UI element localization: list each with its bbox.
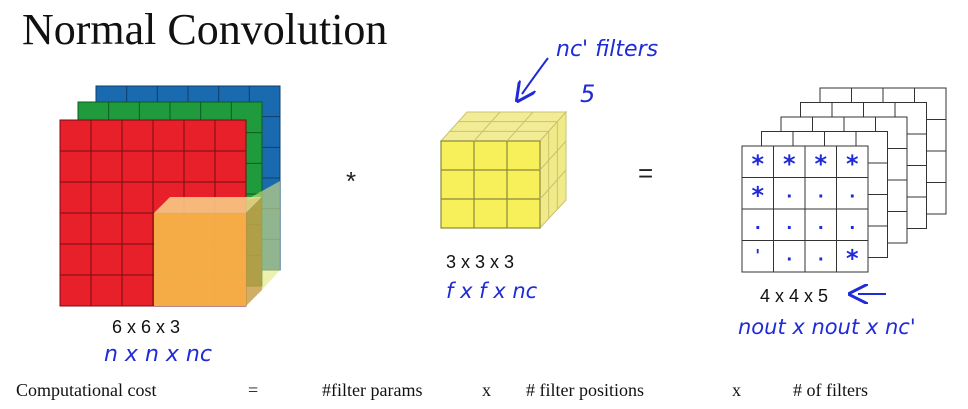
cost-equals: = [248, 380, 258, 400]
filter-dimensions-annotation: f x f x nc [446, 279, 538, 303]
output-cell-mark: . [849, 182, 855, 201]
output-cell-mark: . [849, 214, 855, 233]
output-cell-mark: * [846, 244, 859, 272]
cost-equation: Computational cost = #filter params x # … [16, 380, 868, 400]
input-dimensions-label: 6 x 6 x 3 [112, 317, 180, 337]
output-volume [741, 87, 947, 273]
output-dimensions-annotation: nout x nout x nc' [738, 315, 916, 339]
filter-position-side-back [246, 181, 280, 290]
cost-times-2: x [732, 380, 741, 400]
output-cell-mark: * [783, 150, 796, 178]
output-cell-mark: * [751, 150, 764, 178]
filters-count-note: nc' filters [556, 37, 658, 62]
filter-front-face [440, 140, 541, 229]
filter-position-side [246, 197, 262, 306]
output-cell-mark: . [818, 214, 824, 233]
output-cell-mark: . [786, 214, 792, 233]
input-volume [59, 85, 281, 307]
output-cell-mark: . [818, 182, 824, 201]
filter-position-top [154, 197, 262, 213]
grid-line [506, 111, 534, 142]
page-title: Normal Convolution [22, 5, 387, 54]
filters-arrow [522, 57, 549, 94]
grid-line [473, 111, 501, 142]
grid-line [539, 140, 567, 171]
grid-line [539, 169, 567, 200]
cost-times-1: x [482, 380, 491, 400]
output-cell-mark: . [786, 245, 792, 264]
filter-position-front [154, 213, 246, 306]
cost-term-filter-positions: # filter positions [526, 380, 644, 400]
output-cell-mark: * [751, 181, 764, 209]
output-cell-mark: . [786, 182, 792, 201]
cost-term-filter-params: #filter params [322, 380, 422, 400]
filter-dimensions-label: 3 x 3 x 3 [446, 252, 514, 272]
filters-count-value: 5 [580, 80, 595, 108]
filter-volume [439, 110, 568, 230]
output-cell-mark: . [755, 214, 761, 233]
input-dimensions-annotation: n x n x nc [104, 342, 212, 367]
cost-label: Computational cost [16, 380, 156, 400]
output-cell-mark: ' [755, 245, 760, 264]
cost-term-num-filters: # of filters [793, 380, 868, 400]
output-cell-mark: . [818, 245, 824, 264]
equals-operator: = [638, 158, 653, 188]
convolve-operator: * [346, 166, 356, 196]
output-dimensions-label: 4 x 4 x 5 [760, 286, 828, 306]
output-cell-mark: * [814, 150, 827, 178]
output-channel-grid [742, 146, 868, 272]
output-cell-mark: * [846, 150, 859, 178]
output-cell-marks: * * * * *...... . '.. * [751, 150, 859, 273]
